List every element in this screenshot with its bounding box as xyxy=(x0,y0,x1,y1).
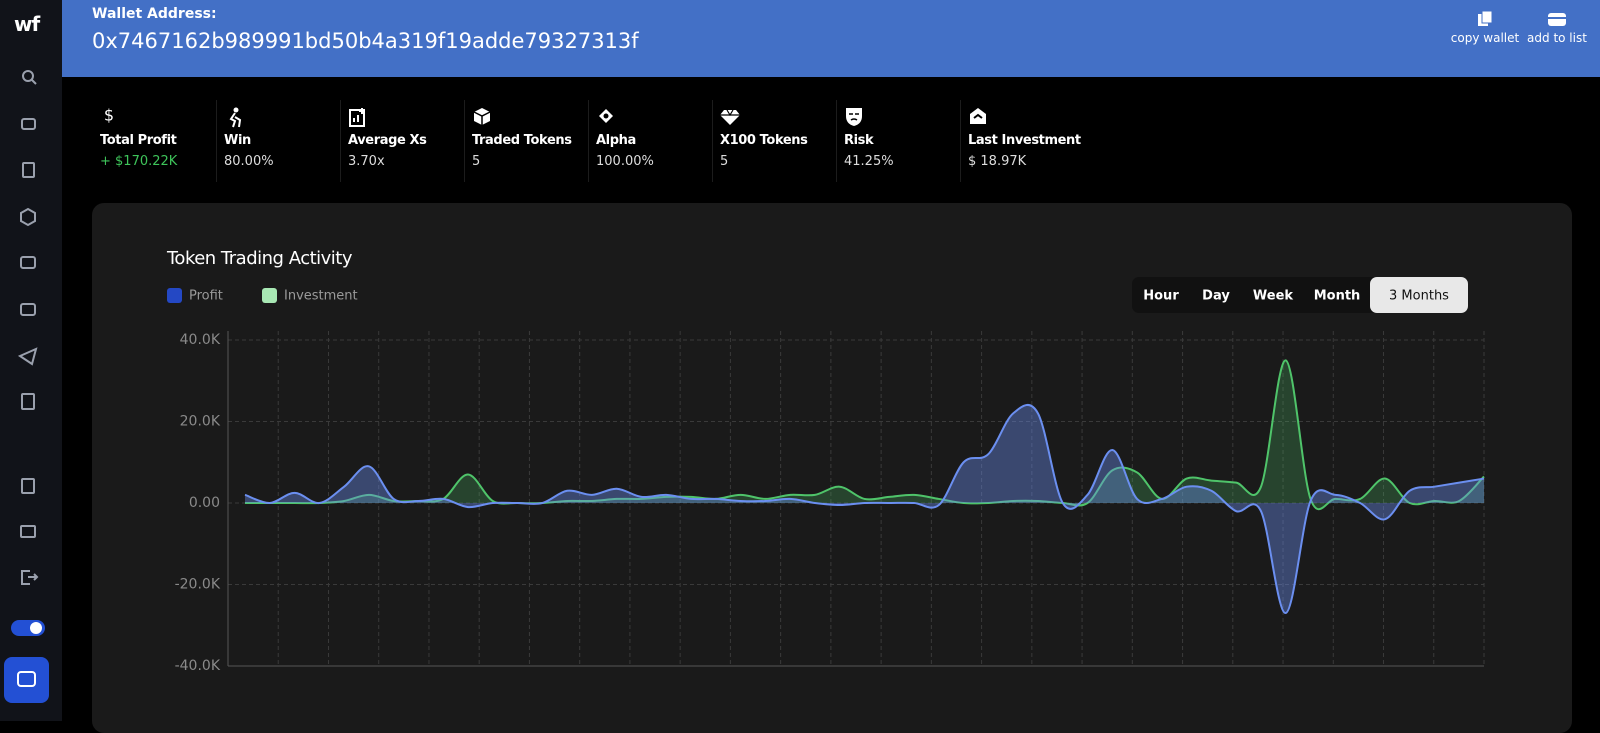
legend-swatch xyxy=(167,288,182,303)
send-icon[interactable] xyxy=(17,347,38,366)
add-icon xyxy=(1548,13,1566,26)
stat-value: + $170.22K xyxy=(100,154,178,169)
stat-card: Last Investment $ 18.97K xyxy=(960,100,1084,182)
line xyxy=(244,359,1485,511)
card-icon[interactable] xyxy=(20,256,36,269)
stat-icon xyxy=(970,108,986,124)
y-tick-label: 40.0K xyxy=(180,332,221,348)
legend-swatch xyxy=(262,288,277,303)
news-icon[interactable] xyxy=(20,525,36,538)
stat-value: 80.00% xyxy=(224,154,274,169)
stat-label: Alpha xyxy=(596,133,636,148)
doc-icon[interactable] xyxy=(21,393,35,410)
range-label[interactable]: Month xyxy=(1314,289,1361,304)
range-label[interactable]: 3 Months xyxy=(1389,289,1449,304)
add-button[interactable]: add to list xyxy=(1524,10,1590,45)
logout-icon[interactable] xyxy=(21,570,39,585)
search-icon[interactable] xyxy=(22,70,34,82)
stat-value: 3.70x xyxy=(348,154,385,169)
area xyxy=(245,360,1484,510)
chart-title: Token Trading Activity xyxy=(166,248,353,269)
stat-icon xyxy=(846,108,862,126)
range-label[interactable]: Hour xyxy=(1143,289,1179,304)
range-label[interactable]: Day xyxy=(1202,289,1230,304)
copy-icon xyxy=(1478,10,1493,26)
chart-panel: Token Trading Activity Profit Investment H… xyxy=(92,203,1572,733)
server-icon[interactable] xyxy=(20,303,36,316)
stat-label: Average Xs xyxy=(348,133,427,148)
sidebar-icons xyxy=(4,70,49,703)
stat-label: Last Investment xyxy=(968,133,1081,148)
stat-card: Average Xs 3.70x xyxy=(340,100,465,182)
stat-icon xyxy=(229,107,242,128)
stat-card: Traded Tokens 5 xyxy=(464,100,589,182)
stat-value: $ 18.97K xyxy=(968,154,1027,169)
stat-icon xyxy=(473,108,491,125)
active-nav[interactable] xyxy=(4,657,49,703)
stat-card: $ Total Profit + $170.22K xyxy=(92,100,217,182)
y-tick-label: -40.0K xyxy=(175,658,221,674)
add-label: add to list xyxy=(1527,31,1587,45)
stat-label: Risk xyxy=(844,133,874,148)
stat-label: Traded Tokens xyxy=(472,133,572,148)
stat-card: X100 Tokens 5 xyxy=(712,100,837,182)
area xyxy=(245,404,1484,614)
copy-button[interactable]: copy wallet xyxy=(1450,10,1520,45)
cube-icon[interactable] xyxy=(20,207,36,227)
y-tick-label: -20.0K xyxy=(175,577,221,593)
logo: wf xyxy=(14,12,40,36)
stat-value: 100.00% xyxy=(596,154,654,169)
stat-value: 41.25% xyxy=(844,154,894,169)
line xyxy=(244,403,1485,615)
legend-label: Profit xyxy=(189,289,223,304)
list-icon[interactable] xyxy=(21,478,35,494)
stat-label: Win xyxy=(224,133,251,148)
wallet-icon[interactable] xyxy=(21,118,36,130)
stat-card: Win 80.00% xyxy=(216,100,341,182)
header-bar: Wallet Address: 0x7467162b989991bd50b4a3… xyxy=(62,0,1600,77)
wallet-label: Wallet Address: xyxy=(92,6,217,22)
stat-icon: $ xyxy=(104,106,114,125)
stat-value: 5 xyxy=(472,154,481,169)
range-button[interactable] xyxy=(1370,277,1468,313)
stat-icon xyxy=(599,109,613,123)
sidebar: wf xyxy=(0,0,62,721)
chart: Token Trading Activity Profit Investment H… xyxy=(166,248,1485,674)
y-tick-label: 0.00 xyxy=(189,495,220,511)
copy-label: copy wallet xyxy=(1450,31,1520,45)
wallet-address: 0x7467162b989991bd50b4a319f19adde7932731… xyxy=(92,29,639,53)
stat-value: 5 xyxy=(720,154,729,169)
stat-label: X100 Tokens xyxy=(720,133,808,148)
range-label[interactable]: Week xyxy=(1253,289,1294,304)
legend-label: Investment xyxy=(284,289,358,304)
stat-card: Risk 41.25% xyxy=(836,100,961,182)
stat-label: Total Profit xyxy=(100,133,177,148)
stat-card: Alpha 100.00% xyxy=(588,100,713,182)
book-icon[interactable] xyxy=(22,162,35,178)
stat-icon xyxy=(720,109,740,125)
y-tick-label: 20.0K xyxy=(180,414,221,430)
svg-text:$: $ xyxy=(104,106,114,125)
stat-icon xyxy=(349,108,365,127)
